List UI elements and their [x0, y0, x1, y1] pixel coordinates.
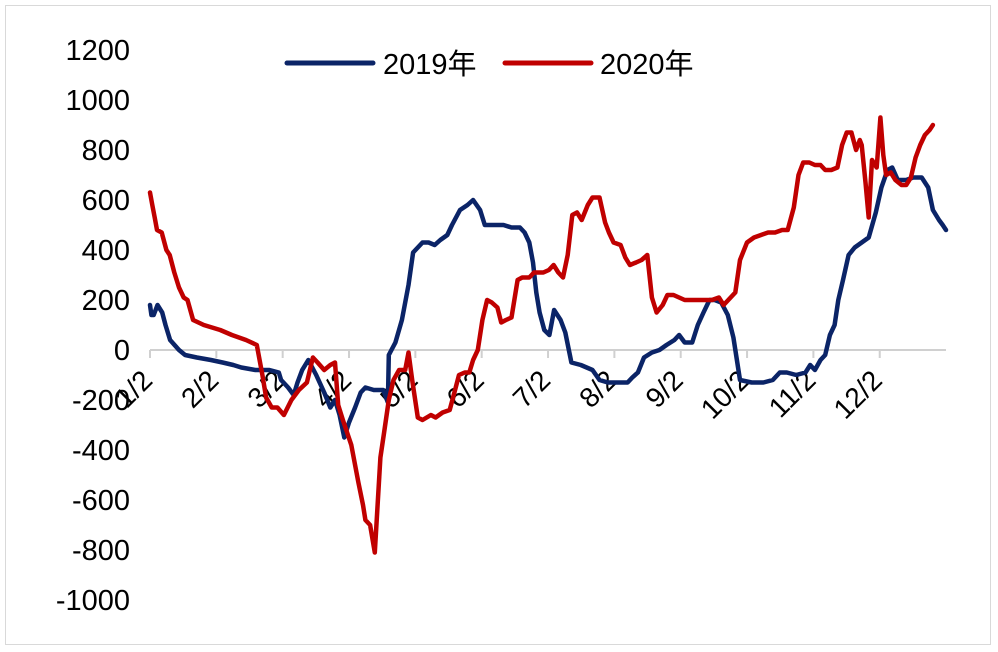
x-tick-label: 2/2 [175, 364, 224, 413]
x-tick-label: 12/2 [828, 364, 888, 424]
y-tick-label: -200 [72, 385, 130, 417]
x-tick-label: 7/2 [507, 364, 556, 413]
x-tick-label: 10/2 [695, 364, 755, 424]
y-tick-label: -600 [72, 485, 130, 517]
series-line-2 [147, 115, 936, 555]
x-tick-label: 8/2 [573, 364, 622, 413]
y-tick-label: 800 [82, 135, 130, 167]
series-line-1 [147, 165, 949, 440]
y-tick-label: 1000 [65, 85, 130, 117]
y-tick-label: 600 [82, 185, 130, 217]
legend-label: 2020年 [600, 48, 694, 81]
y-tick-label: 1200 [65, 35, 130, 67]
legend-label: 2019年 [383, 48, 477, 81]
chart-frame [5, 5, 991, 645]
y-tick-label: 400 [82, 235, 130, 267]
y-tick-label: -400 [72, 435, 130, 467]
legend: 2019年 2020年 [284, 48, 694, 81]
y-tick-label: 200 [82, 285, 130, 317]
y-tick-label: -800 [72, 535, 130, 567]
x-tick-label: 9/2 [640, 364, 689, 413]
y-tick-label: 0 [114, 335, 130, 367]
y-tick-label: -1000 [56, 585, 130, 617]
y-axis-ticks: 1200 1000 800 600 400 200 0 -200 -400 -600 -800 -10… [56, 35, 130, 617]
series-layer [147, 115, 949, 555]
